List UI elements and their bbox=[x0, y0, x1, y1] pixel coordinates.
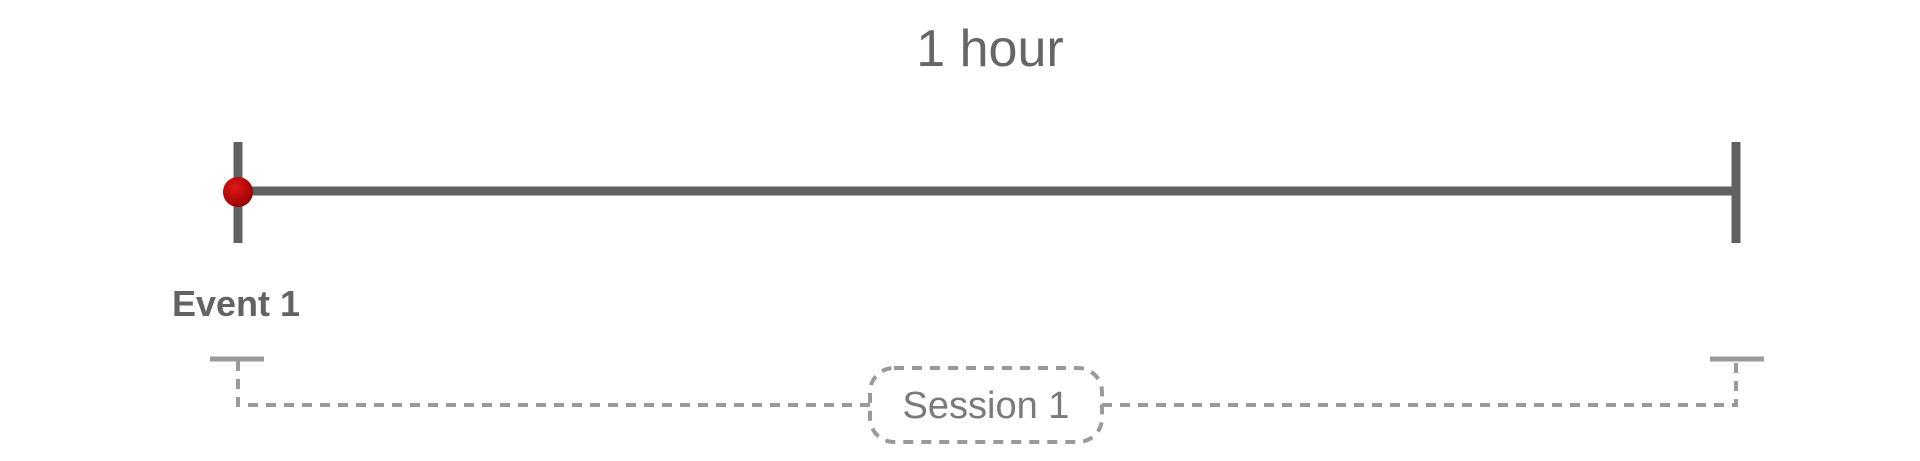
session-bracket-left bbox=[236, 361, 870, 407]
timeline-axis bbox=[233, 142, 1741, 243]
event-marker bbox=[223, 177, 253, 207]
session-bracket-right bbox=[1102, 361, 1738, 407]
session-bracket: Session 1 bbox=[210, 356, 1764, 444]
session-box bbox=[868, 366, 1104, 444]
duration-label: 1 hour bbox=[916, 20, 1063, 78]
event-label: Event 1 bbox=[172, 283, 300, 324]
session-label: Session 1 bbox=[903, 385, 1070, 427]
